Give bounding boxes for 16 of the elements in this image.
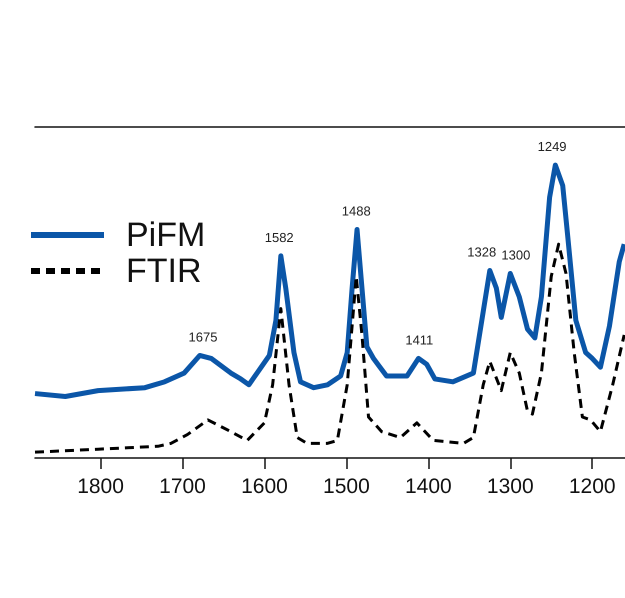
x-tick-label: 1600 — [241, 475, 288, 498]
x-tick-label: 1200 — [568, 475, 616, 498]
legend-label: FTIR — [126, 252, 202, 290]
x-tick-label: 1800 — [77, 475, 124, 498]
annotation: 1411 — [405, 332, 434, 348]
annotation: 1249 — [538, 139, 567, 154]
x-tick-label: 1700 — [159, 475, 206, 498]
legend-label: PiFM — [126, 216, 206, 254]
annotation: 1488 — [342, 204, 371, 219]
annotation: 1300 — [501, 247, 530, 262]
x-tick-label: 1300 — [486, 475, 534, 498]
x-tick-label: 1500 — [323, 475, 370, 498]
annotation: 1582 — [264, 230, 294, 245]
annotation: 1675 — [188, 329, 218, 344]
x-tick-label: 1400 — [404, 475, 452, 498]
annotation: 1328 — [467, 244, 496, 260]
